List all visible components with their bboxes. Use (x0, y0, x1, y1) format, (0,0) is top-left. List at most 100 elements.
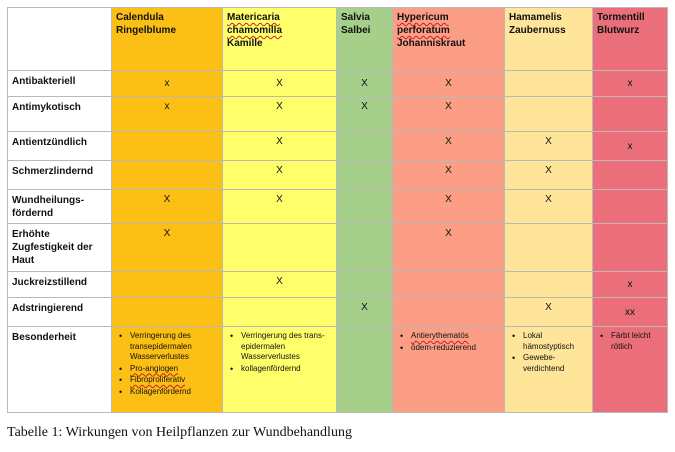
col-header-line: Salvia (341, 12, 370, 23)
row-label: Besonderheit (7, 326, 112, 413)
effect-mark (222, 297, 337, 327)
list-item: Fibroproliferativ (119, 375, 218, 386)
col-header-johanniskraut: Hypericum perforatum Johanniskraut (392, 7, 505, 71)
list-item: Färbt leicht rötlich (600, 331, 663, 352)
list-item: Gewebe-verdichtend (512, 353, 588, 374)
effect-mark (222, 223, 337, 272)
col-header-line: Kamille (227, 38, 263, 49)
list-item: kollagenfördernd (230, 364, 332, 375)
effect-mark (592, 189, 668, 224)
table-row: Schmerzlindernd X X X (7, 160, 668, 190)
table-row: Antientzündlich X X X x (7, 131, 668, 161)
effect-mark: X (392, 160, 505, 190)
col-header-line: Matericaria (227, 12, 280, 23)
effect-mark (111, 271, 223, 298)
effect-mark (592, 96, 668, 132)
effect-mark: x (592, 70, 668, 97)
effect-mark (336, 271, 393, 298)
row-label: Antientzündlich (7, 131, 112, 161)
effect-mark: X (504, 189, 593, 224)
header-row: Calendula Ringelblume Matericaria chamom… (7, 7, 668, 71)
col-header-line: Blutwurz (597, 25, 640, 36)
effect-mark: X (504, 297, 593, 327)
col-header-line: Ringelblume (116, 25, 177, 36)
col-header-calendula: Calendula Ringelblume (111, 7, 223, 71)
effect-mark: X (504, 131, 593, 161)
effect-mark (111, 297, 223, 327)
effect-mark (392, 297, 505, 327)
effect-mark: X (392, 189, 505, 224)
special-row: Besonderheit Verringerung des transepide… (7, 326, 668, 413)
special-notes-zaubernuss: Lokal hämostyptisch Gewebe-verdichtend (504, 326, 593, 413)
list-item: Pro-angiogen (119, 364, 218, 375)
col-header-line: Johanniskraut (397, 38, 466, 49)
notes-list: Lokal hämostyptisch Gewebe-verdichtend (509, 331, 588, 374)
row-label: Adstringierend (7, 297, 112, 327)
effect-mark (592, 223, 668, 272)
table-row: Antibakteriell x X X X x (7, 70, 668, 97)
table-row: Wundheilungs-fördernd X X X X (7, 189, 668, 224)
effect-mark (504, 271, 593, 298)
col-header-line: Hypericum (397, 12, 449, 23)
effect-mark: X (222, 189, 337, 224)
effect-mark: X (336, 297, 393, 327)
table-row: Adstringierend X X xx (7, 297, 668, 327)
special-notes-johanniskraut: Antierythematös ödem-reduzierend (392, 326, 505, 413)
effect-mark (336, 160, 393, 190)
effect-mark (592, 160, 668, 190)
list-item: ödem-reduzierend (400, 343, 500, 354)
effect-mark: x (592, 131, 668, 161)
list-item: Kollagenfördernd (119, 387, 218, 398)
effect-mark (111, 160, 223, 190)
col-header-salbei: Salvia Salbei (336, 7, 393, 71)
col-header-line: Calendula (116, 12, 164, 23)
row-label: Antibakteriell (7, 70, 112, 97)
col-header-kamille: Matericaria chamomilla Kamille (222, 7, 337, 71)
list-item: Verringerung des transepidermalen Wasser… (119, 331, 218, 363)
special-notes-blutwurz: Färbt leicht rötlich (592, 326, 668, 413)
herb-effects-table: Calendula Ringelblume Matericaria chamom… (7, 7, 668, 413)
effect-mark (504, 223, 593, 272)
effect-mark (504, 96, 593, 132)
effect-mark: x (111, 96, 223, 132)
col-header-line: Zaubernuss (509, 25, 566, 36)
special-notes-salbei (336, 326, 393, 413)
effect-mark: x (592, 271, 668, 298)
effect-mark: x (111, 70, 223, 97)
notes-list: Verringerung des trans-epidermalen Wasse… (227, 331, 332, 374)
herb-table-container: Calendula Ringelblume Matericaria chamom… (7, 7, 668, 413)
col-header-line: Tormentill (597, 12, 645, 23)
effect-mark: X (336, 70, 393, 97)
col-header-line: chamomilla (227, 25, 283, 36)
effect-mark: X (336, 96, 393, 132)
col-header-line: Salbei (341, 25, 371, 36)
effect-mark: xx (592, 297, 668, 327)
col-header-line: Hamamelis (509, 12, 562, 23)
effect-mark (336, 131, 393, 161)
effect-mark: X (222, 70, 337, 97)
effect-mark: X (111, 189, 223, 224)
table-row: Juckreizstillend X x (7, 271, 668, 298)
list-item: Verringerung des trans-epidermalen Wasse… (230, 331, 332, 363)
effect-mark: X (392, 96, 505, 132)
effect-mark (336, 189, 393, 224)
row-label: Wundheilungs-fördernd (7, 189, 112, 224)
effect-mark: X (222, 271, 337, 298)
special-notes-calendula: Verringerung des transepidermalen Wasser… (111, 326, 223, 413)
list-item: Lokal hämostyptisch (512, 331, 588, 352)
effect-mark: X (111, 223, 223, 272)
effect-mark: X (222, 96, 337, 132)
col-header-blutwurz: Tormentill Blutwurz (592, 7, 668, 71)
effect-mark: X (392, 131, 505, 161)
notes-list: Färbt leicht rötlich (597, 331, 663, 352)
effect-mark: X (392, 223, 505, 272)
effect-mark: X (222, 131, 337, 161)
effect-mark: X (392, 70, 505, 97)
col-header-line: perforatum (397, 25, 450, 36)
effect-mark: X (222, 160, 337, 190)
row-label: Juckreizstillend (7, 271, 112, 298)
notes-list: Antierythematös ödem-reduzierend (397, 331, 500, 353)
effect-mark (392, 271, 505, 298)
effect-mark (111, 131, 223, 161)
table-row: Erhöhte Zugfestigkeit der Haut X X (7, 223, 668, 272)
